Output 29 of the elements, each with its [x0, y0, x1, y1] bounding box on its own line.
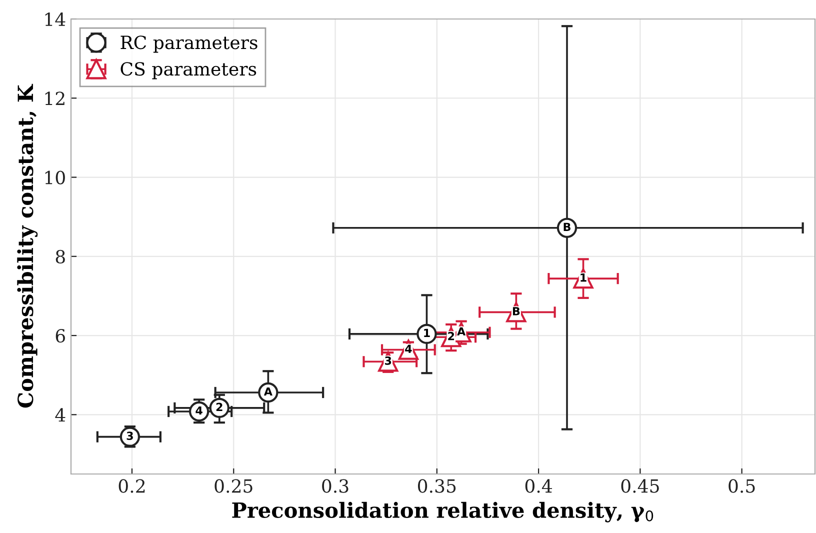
x-tick-label: 0.5 [728, 479, 755, 493]
y-tick-label: 8 [56, 250, 65, 264]
annotation: 2 [448, 332, 454, 340]
annotation: 3 [384, 356, 392, 365]
annotation: B [564, 222, 570, 231]
x-tick-label: 0.25 [214, 479, 252, 493]
y-tick-label: 12 [45, 92, 64, 105]
x-tick-label: 0.2 [118, 479, 145, 493]
annotation: 3 [126, 432, 133, 440]
annotation: A [264, 387, 272, 396]
annotation: B [512, 307, 520, 316]
y-tick-label: 6 [56, 328, 65, 343]
annotation: A [457, 327, 466, 336]
y-tick-label: 10 [45, 170, 65, 184]
y-axis-title: Compressibility constant, K [17, 84, 38, 408]
legend-label: RC parameters [120, 36, 258, 53]
annotation: 4 [196, 406, 202, 415]
y-tick-label: 14 [45, 12, 66, 26]
annotation: 2 [216, 402, 222, 411]
annotation: 1 [580, 274, 586, 282]
x-tick-label: 0.4 [525, 479, 552, 493]
x-axis-title: Preconsolidation relative density, γ$_{0}$ [232, 502, 654, 522]
x-tick-label: 0.35 [418, 479, 456, 493]
annotation: 1 [424, 328, 430, 338]
legend-label: CS parameters [120, 62, 256, 80]
annotation: 4 [405, 344, 412, 353]
x-tick-label: 0.45 [621, 479, 659, 493]
y-tick-label: 4 [55, 408, 66, 422]
x-tick-label: 0.3 [322, 479, 348, 493]
